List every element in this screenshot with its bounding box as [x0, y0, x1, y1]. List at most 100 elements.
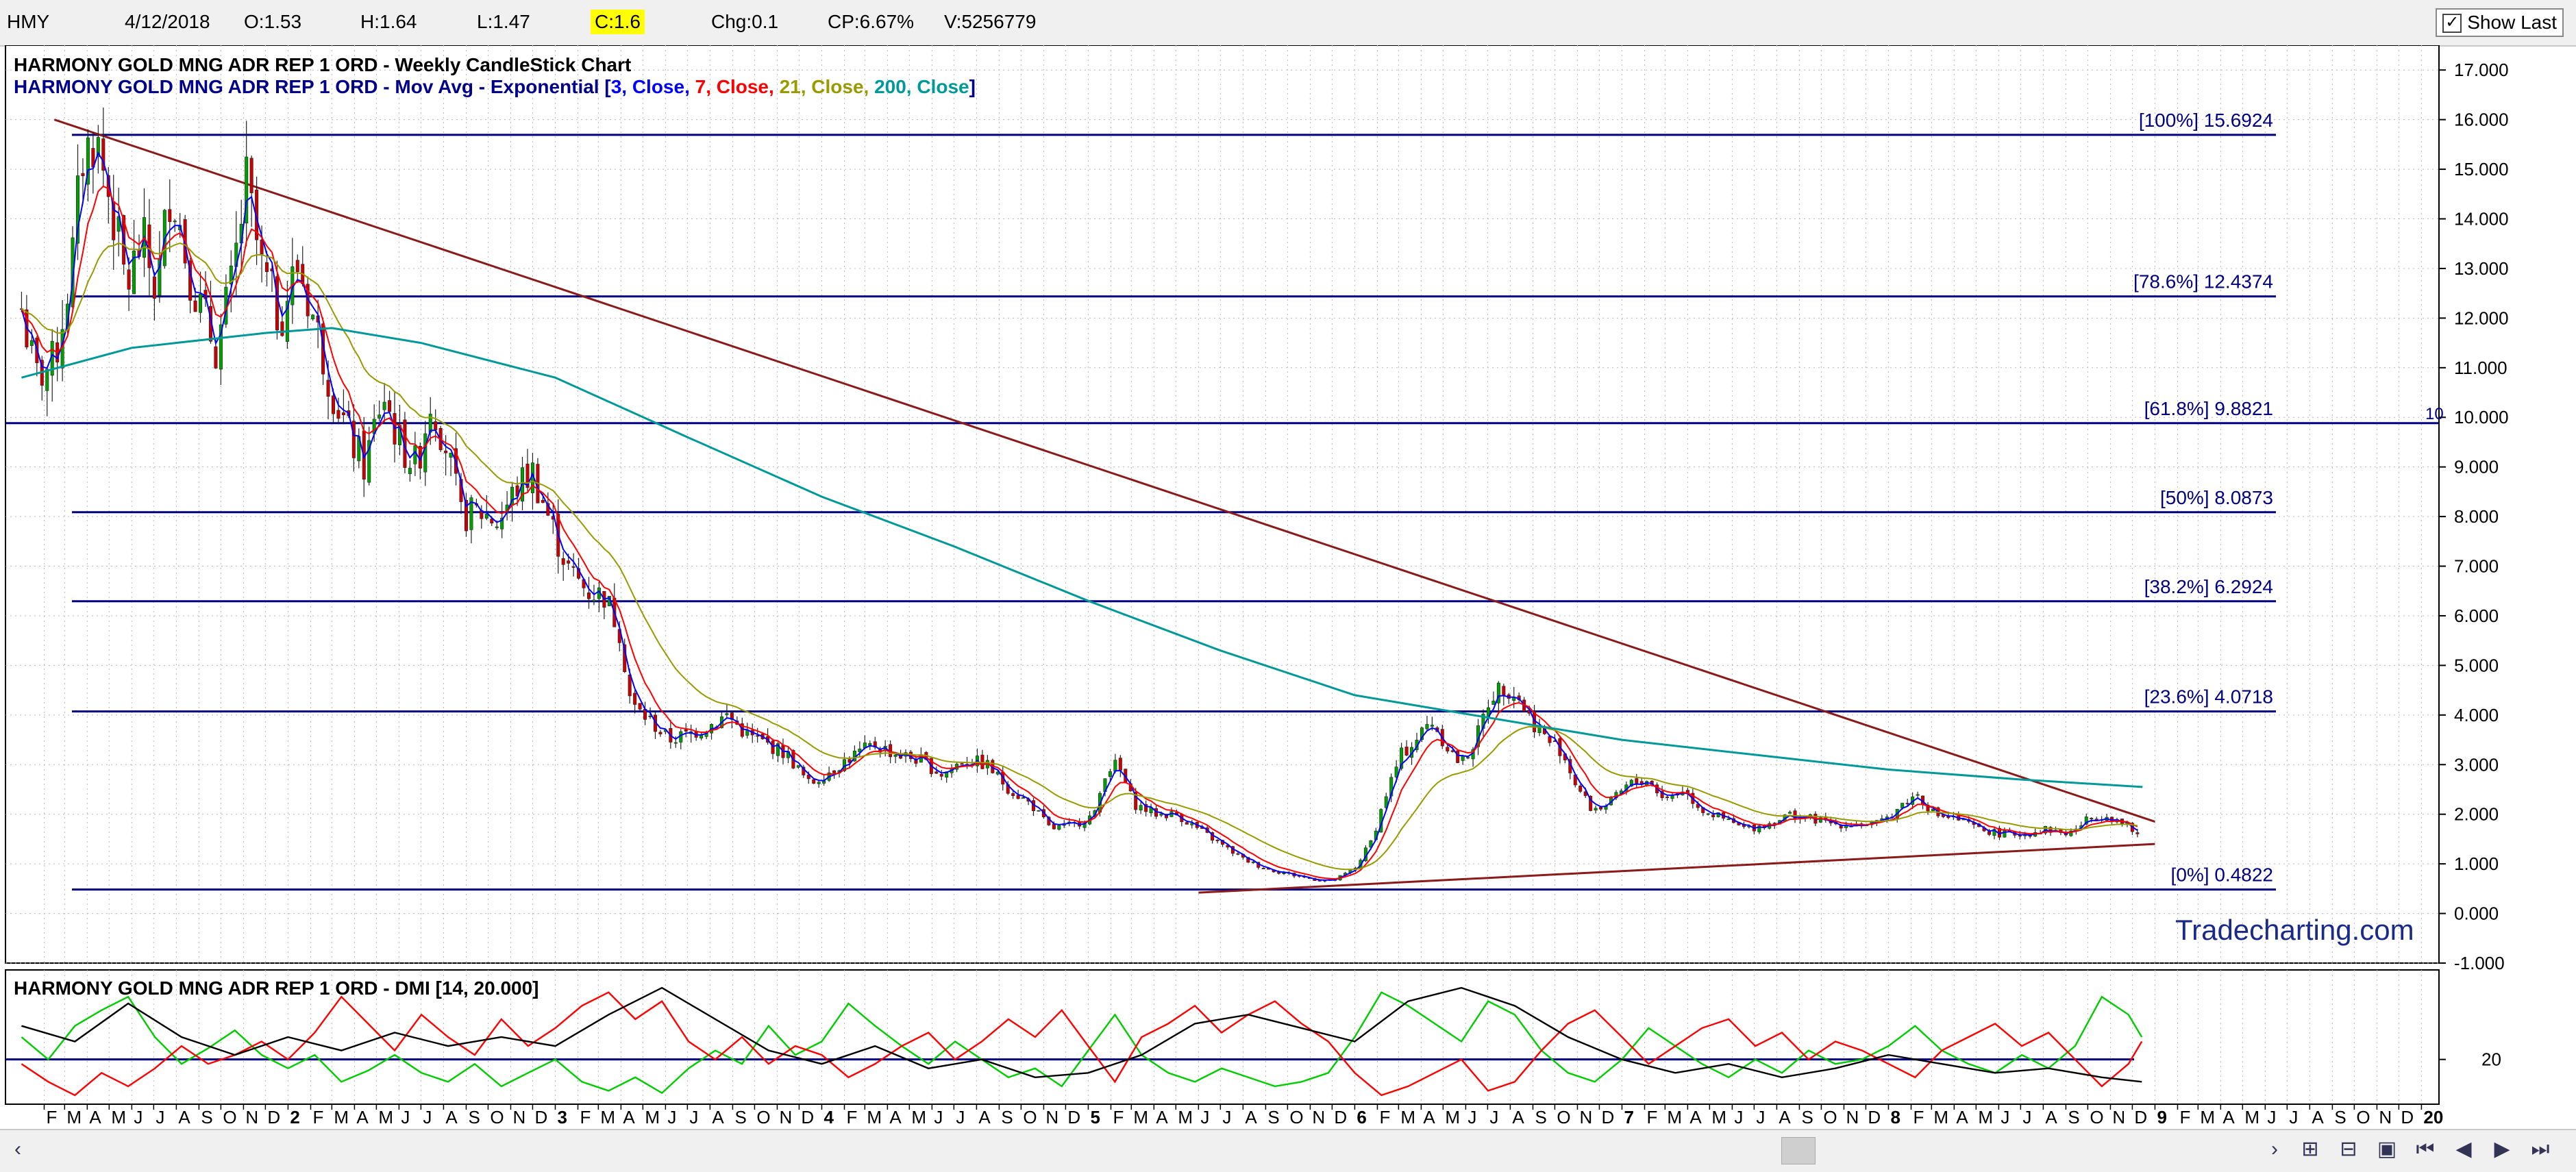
moving-averages — [21, 151, 2143, 881]
candle-body — [541, 499, 545, 503]
level-label-10: 10 — [2425, 405, 2444, 423]
x-tick-label: N — [1846, 1107, 1859, 1127]
x-tick-label: N — [1045, 1107, 1058, 1127]
candle-body — [817, 782, 821, 784]
scroll-thumb[interactable] — [1781, 1137, 1816, 1164]
candle-body — [1446, 747, 1450, 751]
candle-body — [1425, 724, 1429, 730]
adx-line — [21, 986, 2142, 1083]
prev-icon[interactable]: ◀ — [2455, 1138, 2472, 1160]
candle-body — [939, 774, 943, 777]
y-tick-label: 14.000 — [2454, 209, 2509, 229]
candle-body — [1159, 813, 1163, 816]
candle-body — [214, 346, 218, 369]
candle-body — [1456, 750, 1460, 763]
grid — [5, 45, 2440, 1105]
candle-body — [1016, 795, 1020, 799]
x-tick-label: D — [1334, 1107, 1347, 1127]
show-last-checkbox[interactable]: ✓ — [2442, 14, 2462, 33]
x-tick-label: M — [645, 1107, 660, 1127]
candle-body — [199, 293, 203, 313]
candle-body — [152, 276, 156, 299]
candle-body — [832, 770, 837, 773]
candle-body — [413, 445, 417, 464]
zoom-out-icon[interactable]: ⊟ — [2340, 1138, 2357, 1160]
x-tick-label: D — [1868, 1107, 1881, 1127]
x-tick-label: O — [1289, 1107, 1303, 1127]
x-tick-label: J — [1489, 1107, 1498, 1127]
candle-body — [193, 300, 197, 312]
candle-body — [500, 517, 504, 529]
x-tick-label: S — [2068, 1107, 2079, 1127]
candle-body — [1394, 766, 1398, 777]
x-tick-label: A — [1156, 1107, 1168, 1127]
x-tick-label: N — [2379, 1107, 2392, 1127]
first-icon[interactable]: ⏮ — [2416, 1138, 2435, 1160]
x-tick-label: M — [1178, 1107, 1193, 1127]
y-tick-label: 15.000 — [2454, 159, 2509, 179]
x-tick-label: J — [956, 1107, 965, 1127]
scroll-bar[interactable]: ‹ › ⊞ ⊟ ▣ ⏮ ◀ ▶ ⏭ — [0, 1129, 2576, 1172]
x-tick-label: M — [1978, 1107, 1993, 1127]
x-tick-label: 20 — [2423, 1107, 2443, 1127]
candle-body — [1011, 793, 1015, 797]
x-tick-label: J — [1200, 1107, 1209, 1127]
candle-body — [249, 158, 253, 193]
x-tick-label: S — [2334, 1107, 2346, 1127]
x-tick-label: S — [734, 1107, 746, 1127]
fib-label: [50%] 8.0873 — [2160, 487, 2273, 508]
candle-body — [525, 464, 530, 488]
x-tick-label: M — [2200, 1107, 2215, 1127]
candle-body — [1905, 803, 1909, 805]
subtitle-ma-param: 3, Close, — [611, 76, 695, 97]
candle-body — [81, 173, 85, 177]
candle-body — [245, 156, 249, 224]
show-last-toggle[interactable]: ✓ Show Last — [2436, 8, 2564, 37]
chart-canvas[interactable]: [100%] 15.6924 [78.6%] 12.4374 [61.8%] 9.8… — [0, 45, 2576, 1129]
x-tick-label: F — [46, 1107, 57, 1127]
x-tick-label: N — [512, 1107, 525, 1127]
x-tick-label: J — [423, 1107, 432, 1127]
next-icon[interactable]: ▶ — [2494, 1138, 2510, 1160]
y-tick-label: 1.000 — [2454, 853, 2499, 874]
x-tick-label: N — [779, 1107, 792, 1127]
fib-label: [38.2%] 6.2924 — [2144, 576, 2273, 597]
candle-body — [96, 137, 100, 158]
candle-body — [275, 276, 279, 331]
x-tick-label: J — [1756, 1107, 1765, 1127]
x-tick-label: O — [2090, 1107, 2103, 1127]
candle-body — [1788, 812, 1792, 814]
x-tick-label: D — [2401, 1107, 2414, 1127]
candle-body — [1190, 823, 1194, 825]
x-tick-label: A — [1956, 1107, 1968, 1127]
candle-body — [592, 599, 596, 602]
candle-body — [1185, 822, 1189, 825]
zoom-in-icon[interactable]: ⊞ — [2301, 1138, 2319, 1160]
change-pct-value: CP:6.67% — [828, 11, 915, 32]
candle-body — [980, 754, 984, 769]
candle-body — [464, 499, 468, 532]
x-tick-label: A — [1512, 1107, 1524, 1127]
scroll-lock-icon[interactable]: ▣ — [2377, 1138, 2397, 1160]
x-tick-label: J — [156, 1107, 164, 1127]
candle-body — [1594, 808, 1598, 811]
trendlines — [53, 119, 2155, 894]
candle-body — [1246, 857, 1250, 863]
x-tick-label: A — [178, 1107, 190, 1127]
candle-body — [127, 269, 131, 290]
candle-body — [101, 138, 106, 171]
x-tick-label: J — [934, 1107, 943, 1127]
candle-body — [285, 301, 289, 342]
candle-body — [2084, 816, 2088, 825]
high-value: H:1.64 — [360, 11, 417, 32]
last-icon[interactable]: ⏭ — [2531, 1138, 2550, 1160]
candle-body — [45, 369, 49, 391]
scroll-left-icon[interactable]: ‹ — [14, 1138, 21, 1160]
scroll-right-icon[interactable]: › — [2271, 1138, 2278, 1160]
x-tick-label: A — [889, 1107, 902, 1127]
candle-body — [633, 693, 637, 705]
candle-body — [1052, 823, 1056, 830]
candle-body — [29, 340, 34, 346]
watermark: Tradecharting.com — [2175, 914, 2414, 946]
